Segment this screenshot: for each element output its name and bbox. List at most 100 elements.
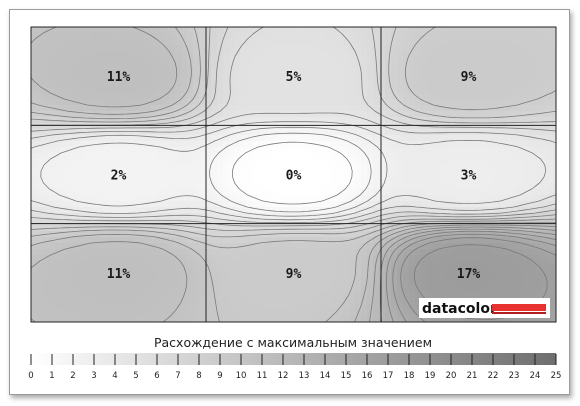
shade-cell [223, 45, 230, 52]
shade-cell [373, 153, 380, 160]
shade-cell [235, 99, 242, 106]
shade-cell [499, 189, 506, 196]
shade-cell [265, 309, 272, 316]
shade-cell [67, 291, 74, 298]
legend-tick-label: 17 [383, 371, 394, 381]
shade-cell [379, 81, 386, 88]
shade-cell [457, 27, 464, 34]
legend-tick-label: 20 [446, 371, 457, 381]
shade-cell [433, 135, 440, 142]
shade-cell [397, 315, 404, 322]
shade-cell [397, 261, 404, 268]
shade-cell [97, 231, 104, 238]
shade-cell [343, 51, 350, 58]
shade-cell [487, 159, 494, 166]
shade-cell [331, 279, 338, 286]
shade-cell [169, 153, 176, 160]
shade-cell [463, 147, 470, 154]
shade-cell [127, 99, 134, 106]
shade-cell [475, 141, 482, 148]
shade-cell [481, 201, 488, 208]
shade-cell [415, 267, 422, 274]
shade-cell [445, 51, 452, 58]
shade-cell [133, 33, 140, 40]
shade-cell [481, 189, 488, 196]
shade-cell [319, 117, 326, 124]
shade-cell [397, 267, 404, 274]
shade-cell [367, 285, 374, 292]
shade-cell [61, 267, 68, 274]
shade-cell [379, 195, 386, 202]
shade-cell [547, 201, 554, 208]
shade-cell [391, 51, 398, 58]
shade-cell [403, 201, 410, 208]
shade-cell [289, 159, 296, 166]
shade-cell [367, 255, 374, 262]
shade-cell [307, 297, 314, 304]
shade-cell [103, 99, 110, 106]
shade-cell [391, 159, 398, 166]
shade-cell [37, 255, 44, 262]
shade-cell [121, 33, 128, 40]
shade-cell [283, 279, 290, 286]
shade-cell [139, 237, 146, 244]
shade-cell [193, 45, 200, 52]
shade-cell [115, 225, 122, 232]
shade-cell [487, 99, 494, 106]
shade-cell [241, 267, 248, 274]
shade-cell [493, 111, 500, 118]
shade-cell [367, 87, 374, 94]
shade-cell [319, 39, 326, 46]
shade-cell [499, 99, 506, 106]
shade-cell [355, 189, 362, 196]
shade-cell [379, 123, 386, 130]
shade-cell [337, 45, 344, 52]
shade-cell [379, 291, 386, 298]
shade-cell [433, 261, 440, 268]
shade-cell [55, 123, 62, 130]
shade-cell [307, 309, 314, 316]
cell-label: 3% [461, 169, 477, 184]
shade-cell [43, 195, 50, 202]
shade-cell [223, 171, 230, 178]
shade-cell [169, 45, 176, 52]
shade-cell [313, 57, 320, 64]
shade-cell [235, 303, 242, 310]
legend-tick-label: 10 [236, 371, 247, 381]
shade-cell [415, 201, 422, 208]
shade-cell [37, 153, 44, 160]
shade-cell [457, 45, 464, 52]
shade-cell [43, 285, 50, 292]
shade-cell [193, 153, 200, 160]
shade-cell [205, 243, 212, 250]
shade-cell [307, 171, 314, 178]
shade-cell [97, 201, 104, 208]
shade-cell [349, 147, 356, 154]
shade-cell [397, 87, 404, 94]
shade-cell [535, 225, 542, 232]
shade-cell [235, 147, 242, 154]
shade-cell [397, 171, 404, 178]
shade-cell [301, 99, 308, 106]
shade-cell [67, 159, 74, 166]
shade-cell [523, 141, 530, 148]
shade-cell [175, 213, 182, 220]
shade-cell [283, 249, 290, 256]
shade-cell [415, 261, 422, 268]
shade-cell [541, 219, 548, 226]
shade-cell [79, 219, 86, 226]
shade-cell [439, 27, 446, 34]
shade-cell [397, 291, 404, 298]
shade-cell [331, 33, 338, 40]
shade-cell [295, 93, 302, 100]
shade-cell [283, 27, 290, 34]
shade-cell [553, 69, 556, 76]
shade-cell [175, 261, 182, 268]
shade-cell [385, 75, 392, 82]
shade-cell [187, 225, 194, 232]
shade-cell [295, 33, 302, 40]
shade-cell [103, 225, 110, 232]
shade-cell [433, 255, 440, 262]
shade-cell [463, 105, 470, 112]
shade-cell [103, 165, 110, 172]
